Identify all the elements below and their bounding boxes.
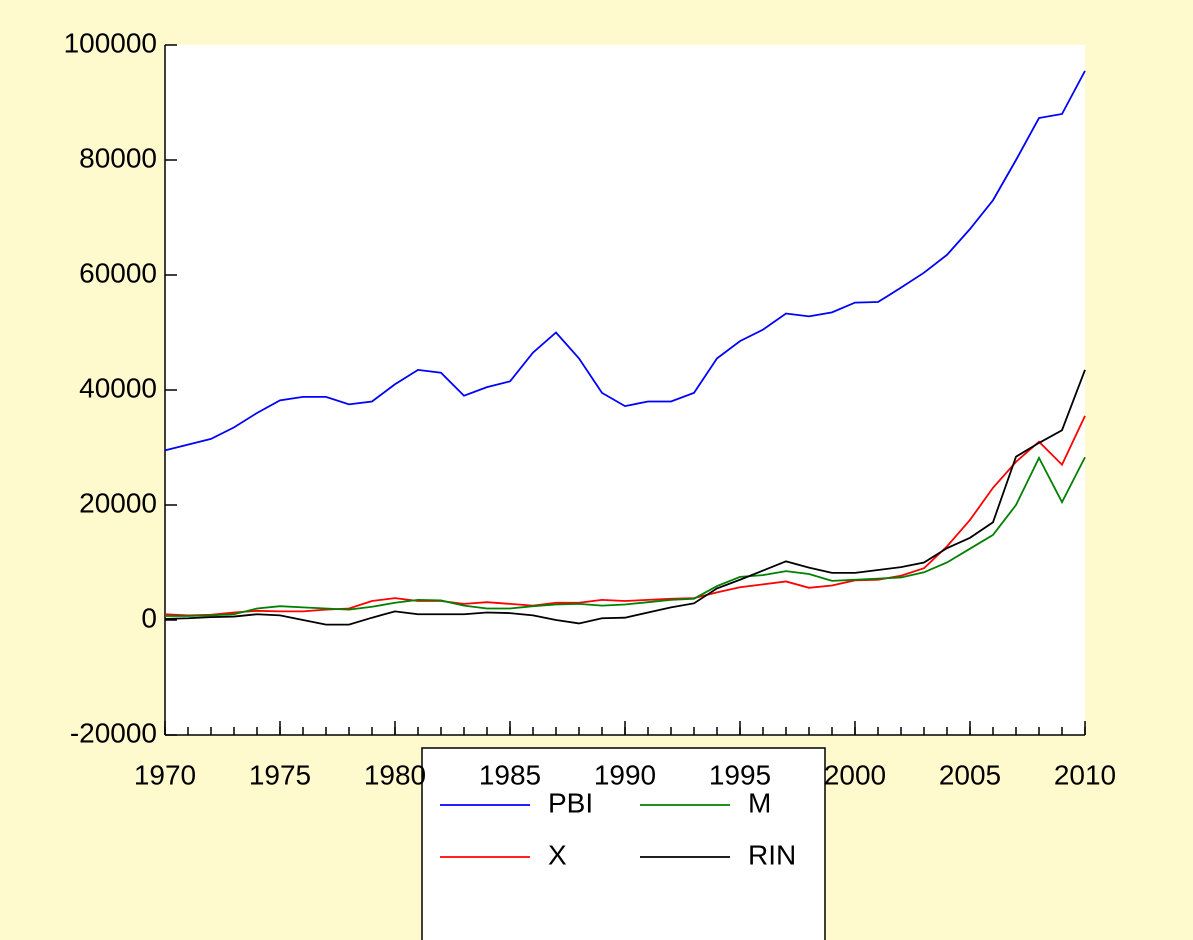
series-line: [164, 415, 1086, 617]
y-tick-label: 80000: [79, 142, 157, 173]
x-tick-label: 1970: [134, 759, 196, 790]
plot-area: [165, 45, 1085, 735]
y-tick-label: 0: [141, 602, 157, 633]
legend-label: PBI: [548, 787, 593, 818]
y-tick-label: 60000: [79, 257, 157, 288]
y-tick-label: 100000: [64, 27, 157, 58]
y-tick-label: 40000: [79, 372, 157, 403]
legend-label: M: [748, 787, 771, 818]
x-tick-label: 2005: [939, 759, 1001, 790]
y-tick-label: -20000: [70, 717, 157, 748]
x-tick-label: 1975: [249, 759, 311, 790]
x-tick-label: 1995: [709, 759, 771, 790]
series-line: [164, 70, 1086, 452]
x-tick-label: 1980: [364, 759, 426, 790]
x-tick-label: 2000: [824, 759, 886, 790]
y-tick-label: 20000: [79, 487, 157, 518]
legend-label: RIN: [748, 839, 796, 870]
x-tick-label: 2010: [1054, 759, 1116, 790]
x-tick-label: 1990: [594, 759, 656, 790]
legend-box: [421, 747, 826, 940]
series-line: [165, 455, 1086, 617]
x-tick-label: 1985: [479, 759, 541, 790]
legend-label: X: [548, 839, 567, 870]
series-line: [164, 369, 1086, 626]
